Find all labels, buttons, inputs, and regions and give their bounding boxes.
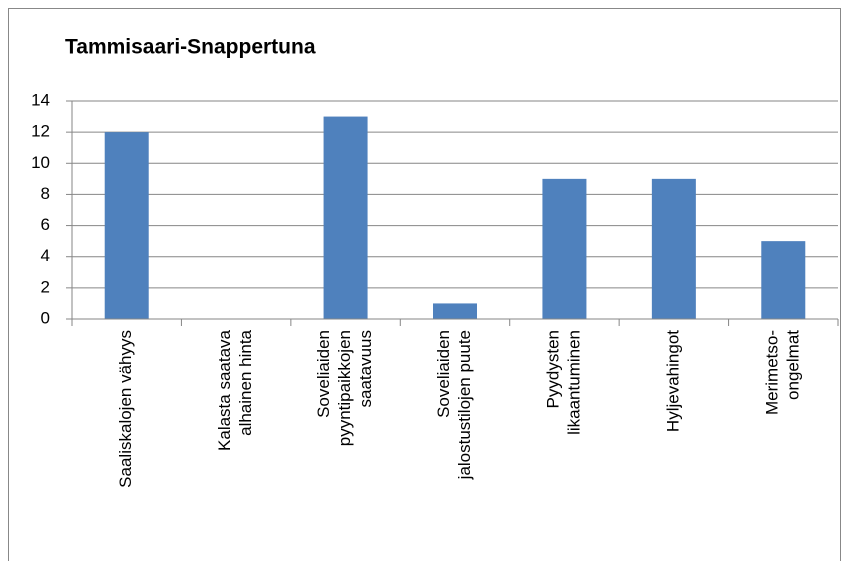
bar: [323, 116, 368, 319]
x-tick-label: Soveliaiden: [434, 330, 453, 418]
y-tick-label: 6: [41, 215, 50, 234]
x-tick-label: Hyljevahingot: [663, 330, 682, 432]
y-tick-label: 0: [41, 308, 50, 327]
y-tick-label: 12: [31, 122, 50, 141]
x-tick-label: alhainen hinta: [236, 329, 255, 435]
chart-border: [8, 8, 841, 561]
x-tick-label: Soveliaiden: [314, 330, 333, 418]
bar: [651, 178, 696, 319]
bar: [104, 132, 149, 319]
chart-title: Tammisaari-Snappertuna: [65, 36, 316, 59]
bar: [761, 241, 806, 319]
bar: [433, 303, 477, 319]
x-tick-label: Merimetso-: [762, 330, 781, 415]
y-tick-label: 2: [41, 277, 50, 296]
x-tick-label: Saaliskalojen vähyys: [116, 330, 135, 488]
x-tick-label: jalostustilojen puute: [455, 330, 474, 480]
y-tick-label: 14: [31, 90, 50, 109]
x-tick-label: Pyydysten: [543, 330, 562, 408]
x-tick-label: ongelmat: [783, 330, 802, 400]
y-tick-label: 10: [31, 153, 50, 172]
y-tick-label: 8: [41, 184, 50, 203]
x-tick-label: likaantuminen: [564, 330, 583, 435]
y-tick-label: 4: [41, 246, 50, 265]
x-tick-label: Kalasta saatava: [215, 329, 234, 451]
bar: [542, 178, 587, 319]
x-tick-label: pyyntipaikkojen: [335, 330, 354, 446]
x-tick-label: saatavuus: [356, 330, 375, 408]
